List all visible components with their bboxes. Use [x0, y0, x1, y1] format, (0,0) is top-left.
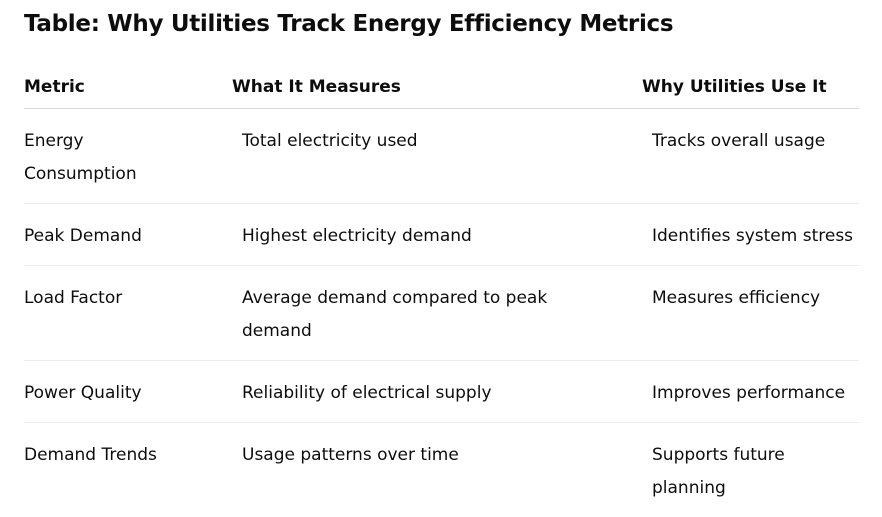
table-title: Table: Why Utilities Track Energy Effici…: [24, 11, 674, 37]
purpose-cell: Measures efficiency: [652, 288, 821, 308]
table-row: Load Factor Average demand compared to p…: [24, 266, 859, 361]
measures-cell: Highest electricity demand: [242, 226, 472, 246]
measures-cell: Total electricity used: [242, 131, 418, 151]
table-row: Demand Trends Usage patterns over time S…: [24, 423, 859, 517]
column-header-metric: Metric: [24, 77, 85, 97]
metrics-table: Metric What It Measures Why Utilities Us…: [24, 67, 859, 517]
purpose-cell: Supports future planning: [652, 445, 785, 498]
metric-cell: Demand Trends: [24, 445, 157, 465]
measures-cell: Usage patterns over time: [242, 445, 459, 465]
purpose-cell: Identifies system stress: [652, 226, 854, 246]
metric-cell: Load Factor: [24, 288, 123, 308]
table-row: Power Quality Reliability of electrical …: [24, 361, 859, 423]
purpose-cell: Improves performance: [652, 383, 846, 403]
table-header-row: Metric What It Measures Why Utilities Us…: [24, 67, 859, 109]
column-header-what-it-measures: What It Measures: [232, 77, 401, 97]
column-header-why-utilities-use-it: Why Utilities Use It: [642, 77, 827, 97]
metric-cell: Power Quality: [24, 383, 142, 403]
measures-cell: Average demand compared to peak demand: [242, 288, 548, 341]
metric-cell: Peak Demand: [24, 226, 142, 246]
metric-cell: Energy Consumption: [24, 131, 137, 184]
purpose-cell: Tracks overall usage: [652, 131, 826, 151]
measures-cell: Reliability of electrical supply: [242, 383, 492, 403]
table-row: Peak Demand Highest electricity demand I…: [24, 204, 859, 266]
table-row: Energy Consumption Total electricity use…: [24, 109, 859, 204]
